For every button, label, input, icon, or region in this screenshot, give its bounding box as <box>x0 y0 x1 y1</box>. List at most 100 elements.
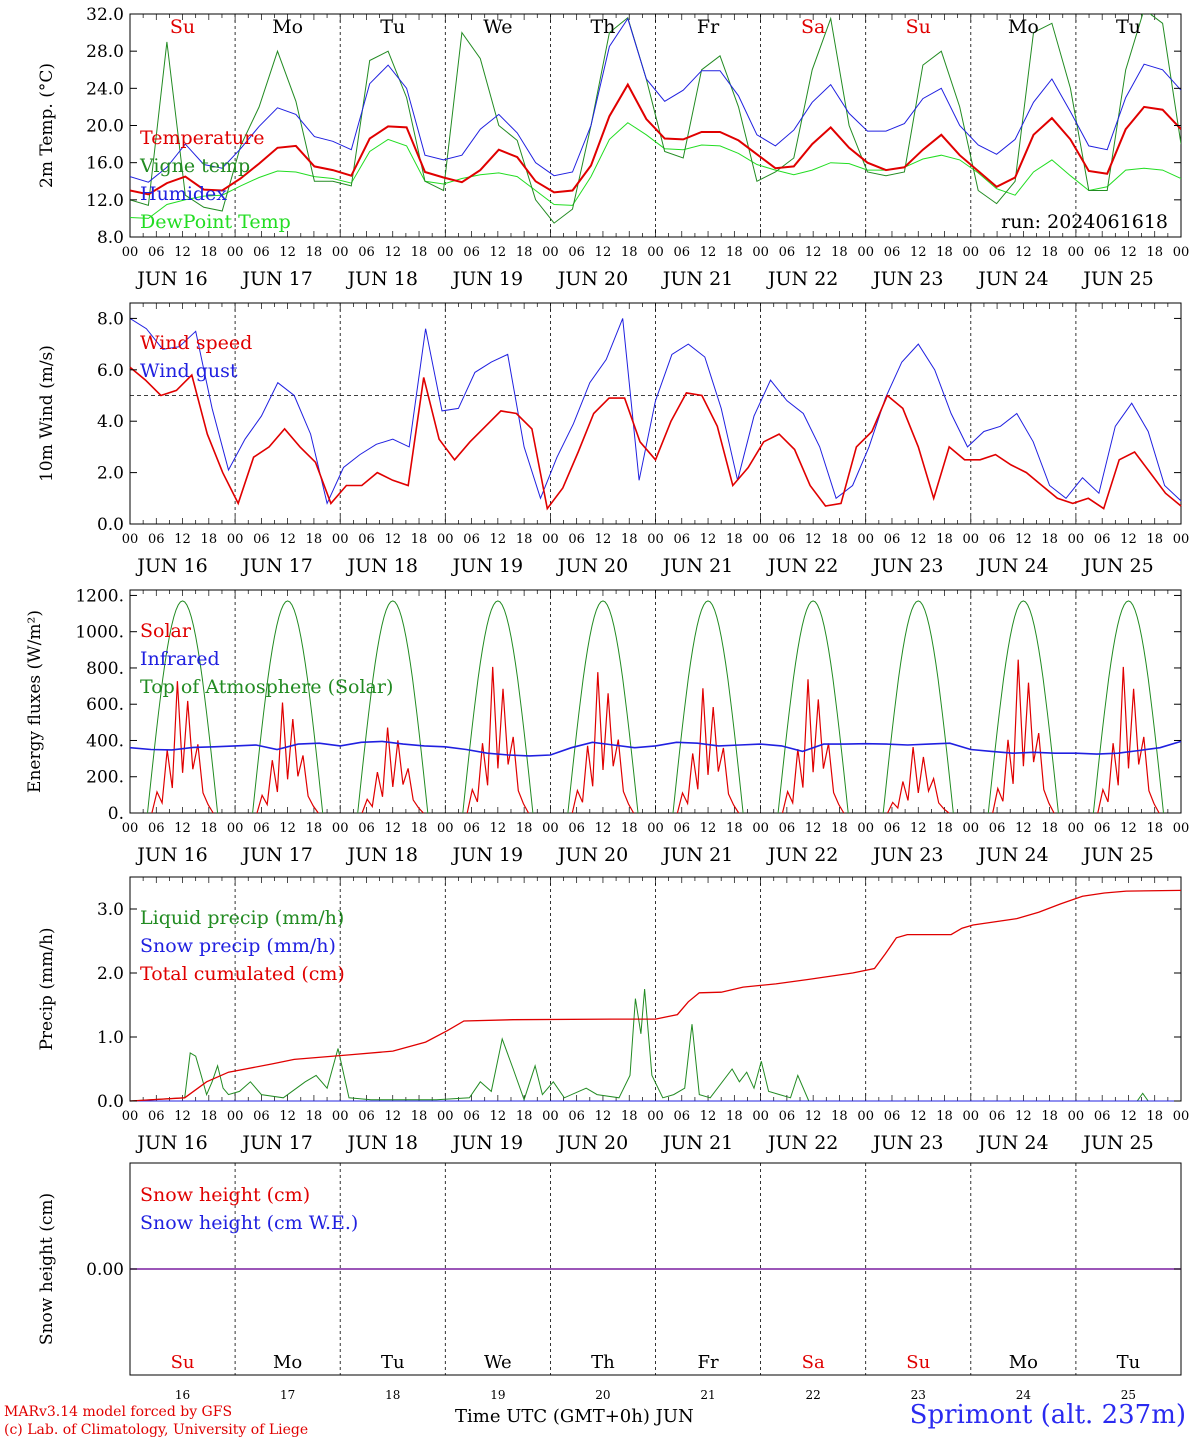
wind-date-label: JUN 23 <box>871 555 943 577</box>
wind-hour-label: 18 <box>936 532 953 547</box>
energy-hour-label: 18 <box>201 821 218 836</box>
energy-hour-label: 18 <box>936 821 953 836</box>
precip-hour-label: 00 <box>332 1109 349 1124</box>
temp-hour-label: 18 <box>306 245 323 260</box>
temp-hour-label: 18 <box>1146 245 1163 260</box>
wind-hour-label: 00 <box>857 532 874 547</box>
energy-hour-label: 06 <box>989 821 1006 836</box>
temp-date-label: JUN 20 <box>556 268 628 290</box>
precip-date-label: JUN 16 <box>135 1132 207 1154</box>
precip-y-tick-label: 3.0 <box>97 900 124 920</box>
wind-date-label: JUN 24 <box>976 555 1048 577</box>
wind-hour-label: 06 <box>1094 532 1111 547</box>
energy-hour-label: 12 <box>910 821 927 836</box>
temp-y-tick-label: 16.0 <box>86 154 124 174</box>
energy-hour-label: 00 <box>752 821 769 836</box>
wind-hour-label: 06 <box>253 532 270 547</box>
bottom-day-number: 23 <box>911 1388 926 1402</box>
energy-date-label: JUN 19 <box>451 844 523 866</box>
wind-hour-label: 00 <box>332 532 349 547</box>
energy-toa-curve <box>567 600 639 814</box>
snow-day-name: Su <box>171 1352 195 1373</box>
wind-date-label: JUN 22 <box>766 555 838 577</box>
wind-date-label: JUN 17 <box>240 555 312 577</box>
precip-hour-label: 00 <box>542 1109 559 1124</box>
wind-date-label: JUN 25 <box>1081 555 1153 577</box>
precip-hour-label: 12 <box>595 1109 612 1124</box>
energy-toa-curve <box>672 600 744 814</box>
wind-y-tick-label: 2.0 <box>97 464 124 484</box>
temp-day-name: Fr <box>697 16 720 38</box>
energy-toa-curve <box>462 600 534 814</box>
wind-hour-label: 12 <box>700 532 717 547</box>
precip-date-label: JUN 18 <box>346 1132 418 1154</box>
precip-date-label: JUN 21 <box>661 1132 733 1154</box>
temp-date-label: JUN 21 <box>661 268 733 290</box>
wind-hour-label: 18 <box>1041 532 1058 547</box>
wind-hour-label: 00 <box>122 532 139 547</box>
wind-hour-label: 18 <box>201 532 218 547</box>
energy-hour-label: 12 <box>384 821 401 836</box>
wind-hour-label: 00 <box>1068 532 1085 547</box>
wind-hour-label: 00 <box>752 532 769 547</box>
temp-hour-label: 12 <box>490 245 507 260</box>
wind-hour-label: 18 <box>726 532 743 547</box>
wind-hour-label: 12 <box>595 532 612 547</box>
temp-date-label: JUN 16 <box>135 268 207 290</box>
energy-hour-label: 18 <box>306 821 323 836</box>
energy-hour-label: 12 <box>700 821 717 836</box>
temp-hour-label: 06 <box>989 245 1006 260</box>
energy-solar-curve <box>781 679 845 814</box>
precip-hour-label: 18 <box>621 1109 638 1124</box>
precip-date-label: JUN 17 <box>240 1132 312 1154</box>
energy-date-label: JUN 25 <box>1081 844 1153 866</box>
temp-series-vigne-temp <box>130 14 1181 224</box>
energy-y-tick-label: 1200. <box>75 586 124 606</box>
wind-hour-label: 12 <box>384 532 401 547</box>
wind-hour-label: 06 <box>358 532 375 547</box>
temp-hour-label: 18 <box>936 245 953 260</box>
snow-day-name: Mo <box>1009 1352 1038 1373</box>
precip-date-label: JUN 20 <box>556 1132 628 1154</box>
energy-hour-label: 12 <box>1120 821 1137 836</box>
bottom-day-number: 20 <box>595 1388 610 1402</box>
temp-hour-label: 18 <box>411 245 428 260</box>
energy-solar-curve <box>361 727 424 814</box>
temp-hour-label: 12 <box>1015 245 1032 260</box>
lab-credit: (c) Lab. of Climatology, University of L… <box>4 1422 309 1438</box>
temp-legend-label: Humidex <box>140 183 227 205</box>
wind-y-tick-label: 6.0 <box>97 361 124 381</box>
precip-y-tick-label: 2.0 <box>97 964 124 984</box>
energy-legend-label: Solar <box>140 620 192 642</box>
wind-hour-label: 00 <box>542 532 559 547</box>
energy-toa-curve <box>1092 600 1164 814</box>
temp-hour-label: 06 <box>568 245 585 260</box>
temp-day-name: Mo <box>1008 16 1039 38</box>
energy-solar-curve <box>571 672 635 814</box>
precip-hour-label: 00 <box>1068 1109 1085 1124</box>
snow-day-name: Su <box>906 1352 930 1373</box>
precip-date-label: JUN 25 <box>1081 1132 1153 1154</box>
precip-hour-label: 18 <box>411 1109 428 1124</box>
precip-date-label: JUN 22 <box>766 1132 838 1154</box>
snow-legend-label: Snow height (cm) <box>140 1184 310 1206</box>
wind-y-tick-label: 0.0 <box>97 515 124 535</box>
temp-hour-label: 00 <box>963 245 980 260</box>
energy-hour-label: 00 <box>1068 821 1085 836</box>
precip-date-label: JUN 23 <box>871 1132 943 1154</box>
temp-hour-label: 18 <box>831 245 848 260</box>
energy-toa-curve <box>987 600 1059 814</box>
precip-hour-label: 18 <box>306 1109 323 1124</box>
wind-hour-label: 00 <box>647 532 664 547</box>
temp-series-humidex <box>130 17 1181 183</box>
energy-date-label: JUN 18 <box>346 844 418 866</box>
precip-hour-label: 06 <box>989 1109 1006 1124</box>
wind-series-wind-speed <box>129 366 1182 511</box>
wind-hour-label: 18 <box>516 532 533 547</box>
energy-y-tick-label: 1000. <box>75 623 124 643</box>
temp-hour-label: 06 <box>253 245 270 260</box>
temp-hour-label: 18 <box>726 245 743 260</box>
energy-hour-label: 06 <box>884 821 901 836</box>
energy-solar-curve <box>151 681 214 814</box>
temp-hour-label: 06 <box>148 245 165 260</box>
